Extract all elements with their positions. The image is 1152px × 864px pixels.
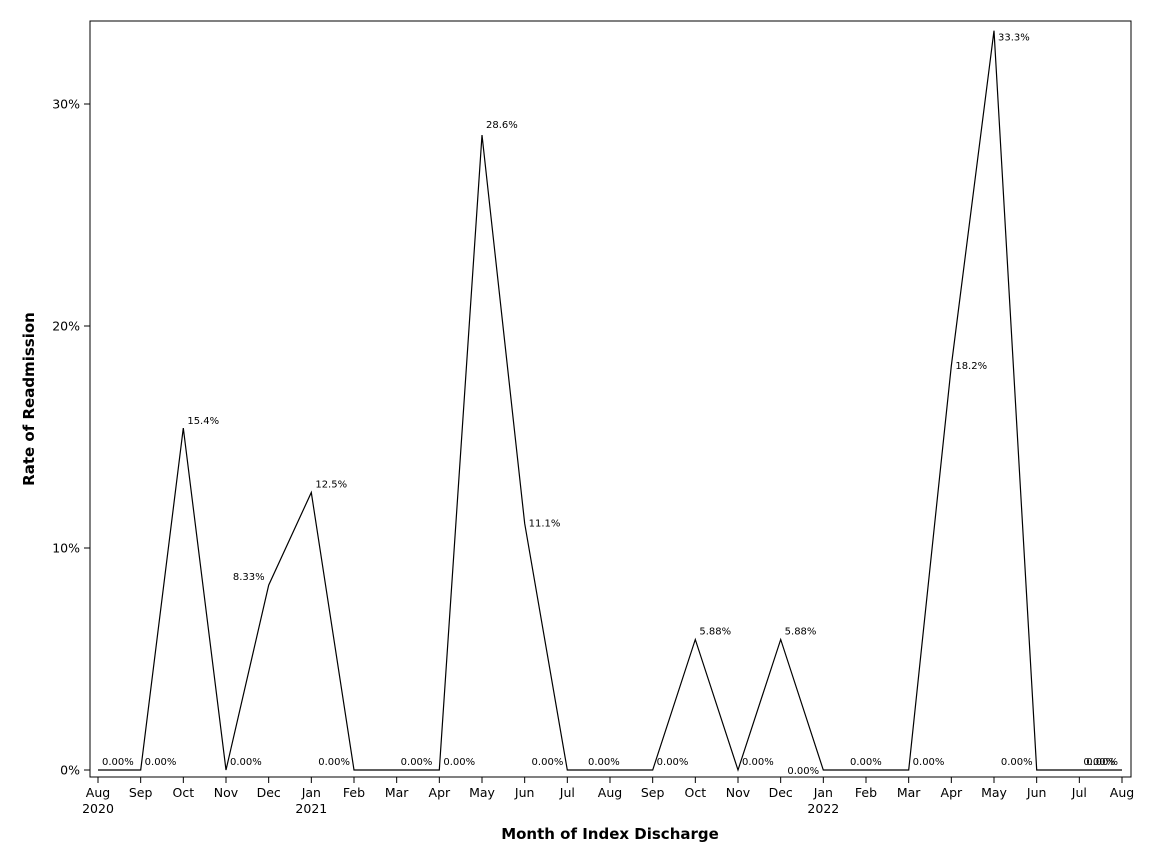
data-label: 0.00% — [742, 757, 774, 768]
data-label: 8.33% — [233, 572, 265, 583]
x-tick-label: Jan — [813, 785, 833, 800]
x-tick-label: Nov — [214, 785, 239, 800]
y-axis: 0% 10% 20% 30% — [52, 97, 90, 778]
data-label: 0.00% — [145, 757, 177, 768]
x-tick-label: Sep — [129, 785, 153, 800]
data-label-layer: 0.00% 0.00% 15.4% 0.00% 8.33% 12.5% 0.00% 0.00%… — [102, 33, 1118, 777]
data-label: 18.2% — [955, 361, 987, 372]
x-tick-label: Sep — [641, 785, 665, 800]
x-tick-label: Aug — [86, 785, 110, 800]
x-tick-label: Jan — [301, 785, 321, 800]
x-tick-label: Feb — [855, 785, 877, 800]
data-label: 5.88% — [699, 626, 731, 637]
data-label: 12.5% — [315, 480, 347, 491]
x-axis-title: Month of Index Discharge — [501, 825, 719, 843]
data-label: 0.00% — [850, 757, 882, 768]
data-label: 0.00% — [913, 757, 945, 768]
x-tick-year-label: 2021 — [295, 801, 327, 816]
data-label: 0.00% — [318, 757, 350, 768]
x-tick-year-label: 2022 — [807, 801, 839, 816]
y-tick-label: 0% — [60, 763, 80, 778]
x-tick-label: Jun — [1026, 785, 1047, 800]
x-tick-label: Apr — [429, 785, 451, 800]
data-label: 0.00% — [230, 757, 262, 768]
x-tick-label: Aug — [598, 785, 622, 800]
x-tick-label: Jul — [559, 785, 575, 800]
series-layer — [98, 30, 1122, 772]
data-label: 0.00% — [1083, 757, 1115, 768]
data-label: 33.3% — [998, 33, 1030, 44]
x-tick-label: Mar — [897, 785, 921, 800]
x-tick-label: Mar — [385, 785, 409, 800]
data-label: 0.00% — [1086, 757, 1118, 768]
x-tick-label: May — [981, 785, 1007, 800]
plot-frame — [89, 20, 1132, 778]
data-label: 0.00% — [1001, 757, 1033, 768]
x-tick-label: Dec — [257, 785, 281, 800]
x-tick-label: Nov — [726, 785, 751, 800]
x-tick-label: Aug — [1110, 785, 1134, 800]
data-label: 11.1% — [529, 519, 561, 530]
data-label: 0.00% — [657, 757, 689, 768]
x-tick-label: Oct — [173, 785, 195, 800]
x-tick-label: May — [469, 785, 495, 800]
data-label: 0.00% — [787, 766, 819, 777]
data-label: 0.00% — [401, 757, 433, 768]
x-tick-label: Feb — [343, 785, 365, 800]
x-tick-label: Oct — [685, 785, 707, 800]
data-label: 0.00% — [532, 757, 564, 768]
y-axis-title: Rate of Readmission — [20, 312, 38, 486]
y-tick-label: 30% — [52, 97, 80, 112]
x-tick-label: Jun — [514, 785, 535, 800]
x-tick-label: Jul — [1071, 785, 1087, 800]
data-label: 0.00% — [443, 757, 475, 768]
x-tick-year-label: 2020 — [82, 801, 114, 816]
data-label: 28.6% — [486, 120, 518, 131]
series-line — [98, 30, 1122, 772]
y-tick-label: 20% — [52, 319, 80, 334]
data-label: 0.00% — [588, 757, 620, 768]
y-tick-label: 10% — [52, 541, 80, 556]
x-tick-label: Apr — [941, 785, 963, 800]
x-tick-label: Dec — [769, 785, 793, 800]
data-label: 15.4% — [187, 416, 219, 427]
data-label: 5.88% — [785, 626, 817, 637]
data-label: 0.00% — [102, 757, 134, 768]
